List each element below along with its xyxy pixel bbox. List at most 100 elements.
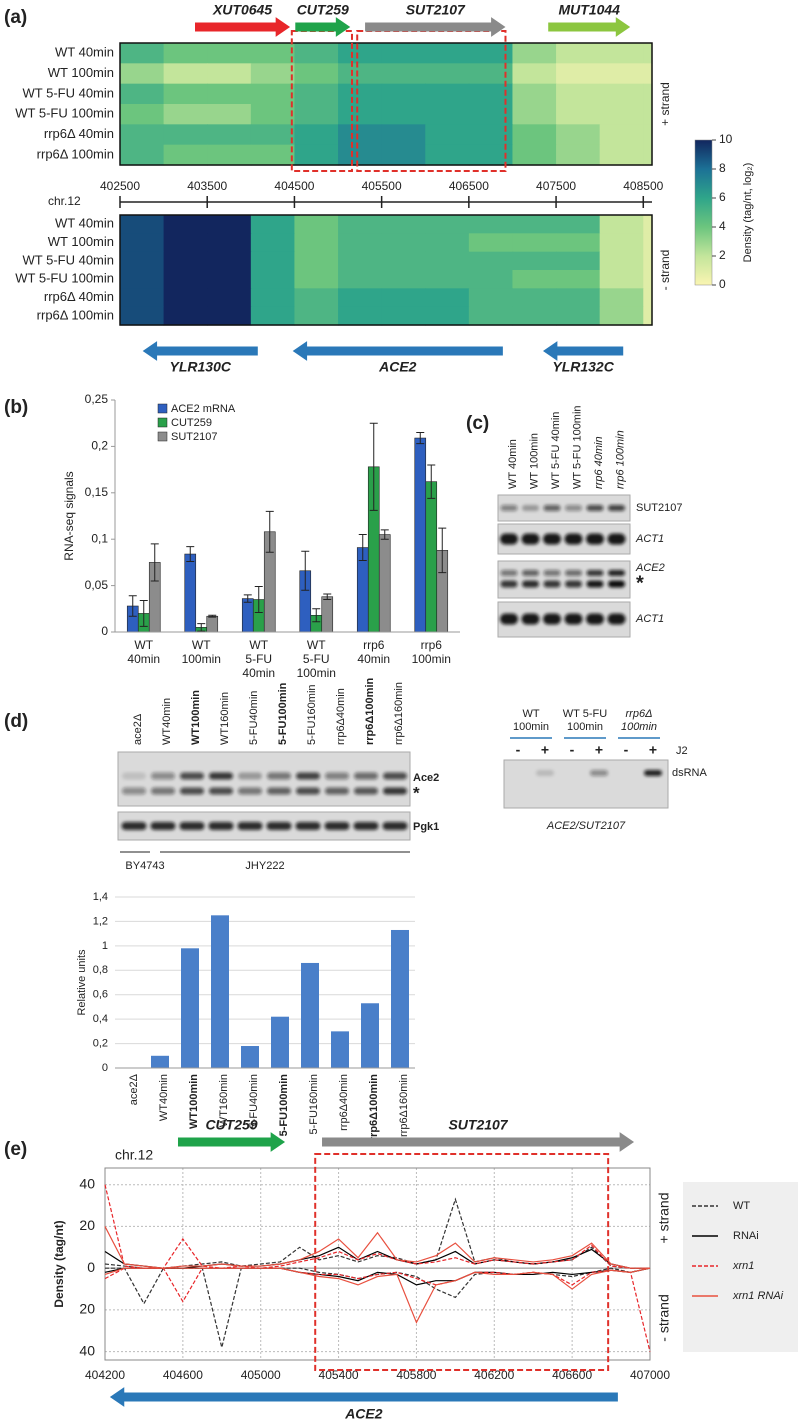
x-tick-label: 405000 [241, 1368, 281, 1382]
y-tick-label: 0 [102, 1062, 108, 1074]
heatmap-cell [425, 83, 470, 105]
gel-band [543, 613, 561, 625]
group-label: rrp6Δ 100min [621, 708, 657, 733]
error-bar [150, 543, 159, 582]
bar [331, 1031, 349, 1068]
bar [425, 481, 438, 633]
heatmap-cell [381, 306, 426, 326]
heatmap-cell [643, 215, 653, 234]
heatmap-cell [207, 215, 252, 234]
sign-label: - [516, 742, 521, 758]
row-label: rrp6Δ 100min [37, 307, 114, 322]
error-bar [369, 422, 378, 511]
heatmap-cell [338, 124, 383, 146]
x-tick-label: 5-FU40min [248, 1074, 260, 1128]
gel-band [121, 822, 147, 830]
lane-label: WT40min [161, 698, 173, 745]
sign-label: + [595, 742, 603, 758]
heatmap-cell [294, 306, 339, 326]
heatmap-cell [294, 43, 339, 64]
line [104, 1246, 650, 1269]
gel-band [586, 505, 604, 511]
row-label: WT 5-FU 40min [23, 85, 115, 100]
heatmap-cell [250, 83, 296, 105]
heatmap-cell [294, 104, 339, 125]
x-tick-label: WT160min [218, 1074, 230, 1127]
band-label: * [413, 783, 420, 802]
y-tick-label: 40 [79, 1342, 95, 1358]
row-label: WT 40min [55, 216, 114, 231]
lane-label: 5-FU40min [248, 691, 260, 745]
heatmap-cell [512, 215, 557, 234]
bar [378, 534, 391, 633]
x-tick-label: 405400 [319, 1368, 359, 1382]
heatmap-cell [250, 251, 296, 271]
heatmap-cell [556, 215, 601, 234]
y-tick-label: 0,4 [93, 1013, 108, 1025]
band-label: ACT1 [635, 613, 664, 625]
heatmap-cell [468, 306, 514, 326]
gel-band [382, 822, 408, 830]
colorbar-label: Density (tag/nt, log₂) [742, 163, 754, 263]
lane-label: ace2Δ [132, 713, 144, 745]
heatmap-cell [599, 83, 644, 105]
heatmap-cell [643, 233, 653, 253]
heatmap-cell [381, 288, 426, 308]
line [104, 1226, 650, 1269]
heatmap-cell [381, 270, 426, 289]
gene-arrow [195, 17, 291, 37]
gene-arrow [542, 341, 624, 361]
heatmap-cell [250, 288, 296, 308]
heatmap-cell [512, 43, 557, 64]
gene-label: XUT0645 [212, 2, 272, 18]
heatmap-cell [163, 251, 208, 271]
lane-label: WT 40min [507, 439, 519, 489]
gel-band [586, 580, 604, 588]
heatmap-cell [556, 124, 601, 146]
heatmap-cell [468, 63, 514, 85]
gene-label: YLR132C [552, 359, 614, 375]
bar [271, 1016, 289, 1068]
heatmap-cell [338, 306, 383, 326]
heatmap-cell [294, 251, 339, 271]
x-axis-label: chr.12 [48, 194, 81, 208]
colorbar-tick-label: 2 [719, 248, 726, 262]
gene-arrow [177, 1132, 286, 1152]
heatmap-cell [120, 306, 165, 326]
x-tick-label: rrp6Δ40min [338, 1074, 350, 1131]
heatmap-cell [468, 251, 514, 271]
x-tick-label: 402500 [100, 179, 140, 193]
y-axis-label: Density (tag/nt) [52, 1220, 66, 1307]
heatmap-cell [250, 144, 296, 166]
heatmap-cell [294, 215, 339, 234]
gene-arrow [548, 17, 631, 37]
strand-label: - strand [658, 250, 672, 291]
lane-label: rrp6 40min [593, 436, 605, 489]
lane-label: rrp6Δ100min [364, 678, 376, 745]
row-label: WT 100min [48, 65, 114, 80]
heatmap-cell [294, 83, 339, 105]
gene-label: CUT259 [205, 1117, 257, 1133]
x-tick-label: WT100min [188, 1074, 200, 1129]
heatmap-cell [294, 233, 339, 253]
heatmap-frame [119, 214, 653, 326]
heatmap-cell [512, 124, 557, 146]
x-tick-label: WT 5-FU 40min [242, 638, 275, 680]
heatmap-cell [643, 288, 653, 308]
heatmap-cell [643, 144, 653, 166]
error-bar [416, 431, 425, 445]
legend-swatch [157, 417, 168, 428]
x-tick-label: 404500 [274, 179, 314, 193]
heatmap-cell [294, 144, 339, 166]
error-bar [312, 608, 321, 623]
row-label: rrp6Δ 40min [44, 126, 114, 141]
heatmap-cell [599, 63, 644, 85]
heatmap-cell [207, 233, 252, 253]
gel-band [122, 787, 146, 795]
heatmap-cell [556, 233, 601, 253]
heatmap-cell [338, 83, 383, 105]
heatmap-cell [163, 288, 208, 308]
gel-band [543, 570, 561, 576]
